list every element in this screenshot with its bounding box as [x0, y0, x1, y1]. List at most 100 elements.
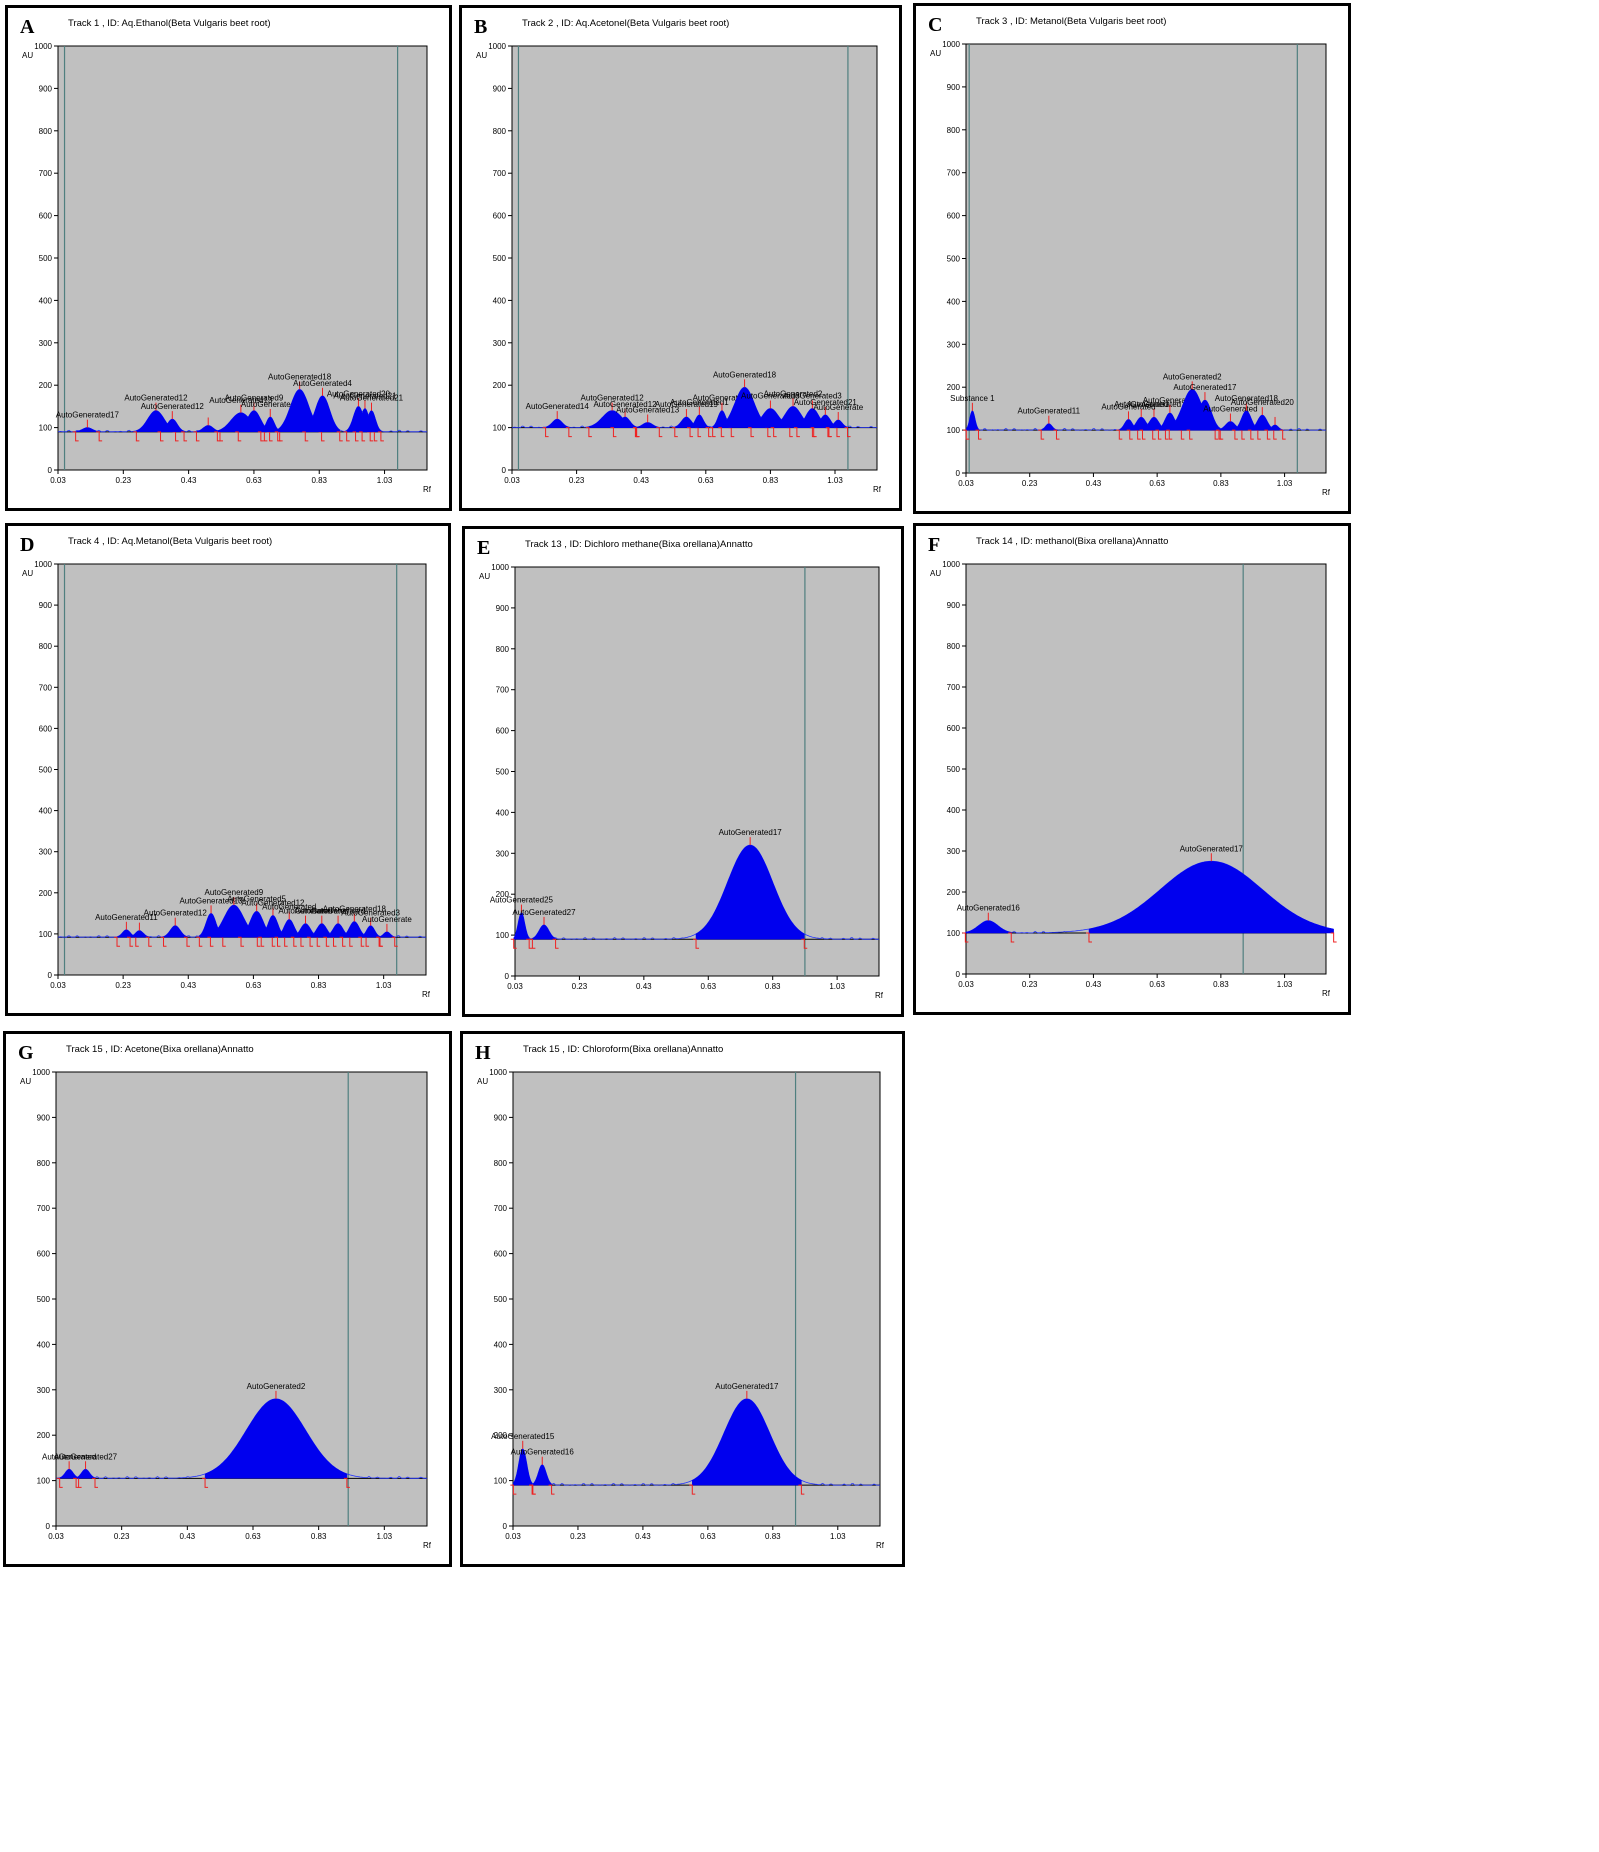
- x-tick-label: 0.03: [50, 476, 66, 485]
- integration-marker: [202, 1477, 209, 1488]
- integration-marker: [529, 938, 536, 949]
- peak-label: AutoGenerated13: [209, 396, 273, 405]
- peak-label: AutoGenerated21: [340, 394, 404, 403]
- panel-title: Track 13 , ID: Dichloro methane(Bixa ore…: [525, 539, 753, 550]
- peak-label: AutoGenerated13: [179, 896, 243, 905]
- integration-marker: [127, 936, 134, 947]
- panel-title: Track 3 , ID: Metanol(Beta Vulgaris beet…: [976, 16, 1167, 27]
- peak-label: Substance 1: [950, 394, 995, 403]
- panel-letter: B: [474, 16, 488, 38]
- y-tick-label: 900: [39, 84, 53, 93]
- y-tick-label: 1000: [942, 560, 960, 569]
- integration-marker: [844, 427, 851, 438]
- y-axis-label: AU: [930, 49, 941, 58]
- integration-marker: [770, 427, 777, 438]
- y-tick-label: 100: [947, 929, 961, 938]
- peak-area: [305, 395, 340, 433]
- x-tick-label: 1.03: [376, 981, 392, 990]
- integration-marker: [548, 1484, 555, 1495]
- peak-area: [695, 844, 805, 940]
- panel-title: Track 4 , ID: Aq.Metanol(Beta Vulgaris b…: [68, 536, 273, 547]
- y-tick-label: 900: [494, 1113, 508, 1122]
- x-tick-label: 0.23: [114, 1532, 130, 1541]
- peak-label: AutoGenerated2: [1163, 372, 1222, 381]
- peak-label: AutoGenerated: [1101, 402, 1155, 411]
- y-tick-label: 700: [947, 169, 961, 178]
- chart-panel-f: F Track 14 , ID: methanol(Bixa orellana)…: [913, 523, 1351, 1015]
- x-tick-label: 0.43: [180, 1532, 196, 1541]
- x-tick-label: 1.03: [829, 982, 845, 991]
- panel-title: Track 15 , ID: Acetone(Bixa orellana)Ann…: [66, 1044, 254, 1055]
- y-tick-label: 400: [494, 1340, 508, 1349]
- y-tick-label: 300: [947, 847, 961, 856]
- y-tick-label: 200: [494, 1431, 508, 1440]
- peak-area: [692, 1398, 802, 1486]
- peak-area: [1267, 424, 1283, 431]
- y-tick-label: 300: [496, 849, 510, 858]
- integration-marker: [1116, 429, 1123, 440]
- y-tick-label: 500: [947, 255, 961, 264]
- integration-marker: [214, 431, 221, 442]
- integration-marker: [510, 1484, 517, 1495]
- peak-label: AutoGenerated17: [56, 411, 120, 420]
- y-tick-label: 500: [39, 766, 53, 775]
- integration-marker: [56, 1477, 63, 1488]
- y-tick-label: 0: [48, 466, 53, 475]
- peak-label: AutoGenerated: [278, 907, 332, 916]
- y-axis-label: AU: [476, 51, 487, 60]
- panel-title: Track 15 , ID: Chloroform(Bixa orellana)…: [523, 1044, 724, 1055]
- x-tick-label: 0.63: [245, 1532, 261, 1541]
- x-axis-label: Rf: [423, 1541, 432, 1550]
- x-tick-label: 0.03: [507, 982, 523, 991]
- peak-area: [204, 1398, 348, 1479]
- peak-label: AutoGenerated21: [333, 392, 397, 401]
- peak-label: AutoGenerated15: [491, 1432, 555, 1441]
- y-tick-label: 300: [494, 1386, 508, 1395]
- x-axis-label: Rf: [422, 990, 431, 999]
- y-tick-label: 200: [496, 890, 510, 899]
- peak-label: AutoGenerated12: [141, 402, 205, 411]
- x-axis-label: Rf: [873, 485, 882, 494]
- y-tick-label: 200: [493, 381, 507, 390]
- peak-label: AutoGenerated17: [719, 828, 783, 837]
- plot-area: [965, 43, 1327, 474]
- x-tick-label: 0.23: [1022, 980, 1038, 989]
- integration-marker: [133, 431, 140, 442]
- x-tick-label: 0.63: [246, 476, 262, 485]
- y-tick-label: 100: [947, 426, 961, 435]
- peak-label: AutoGenerated1: [670, 398, 729, 407]
- integration-marker: [798, 1484, 805, 1495]
- y-axis-label: AU: [22, 51, 33, 60]
- integration-marker: [542, 427, 549, 438]
- peak-label: AutoGenerated12: [124, 394, 188, 403]
- y-tick-label: 0: [502, 466, 507, 475]
- integration-marker: [693, 938, 700, 949]
- x-tick-label: 0.43: [636, 982, 652, 991]
- y-tick-label: 700: [39, 683, 53, 692]
- y-tick-label: 900: [947, 83, 961, 92]
- y-tick-label: 1000: [942, 40, 960, 49]
- chart-panel-a: A Track 1 , ID: Aq.Ethanol(Beta Vulgaris…: [5, 5, 452, 511]
- y-tick-label: 700: [493, 169, 507, 178]
- peak-label: AutoGenerated: [1127, 400, 1181, 409]
- integration-marker: [302, 431, 309, 442]
- integration-marker: [1155, 429, 1162, 440]
- y-tick-label: 900: [493, 84, 507, 93]
- integration-marker: [235, 431, 242, 442]
- integration-marker: [1053, 429, 1060, 440]
- y-tick-label: 400: [39, 807, 53, 816]
- y-tick-label: 600: [947, 724, 961, 733]
- y-tick-label: 500: [496, 768, 510, 777]
- peak-label: AutoGenerated4: [293, 379, 352, 388]
- y-tick-label: 800: [39, 642, 53, 651]
- y-tick-label: 100: [37, 1477, 51, 1486]
- peak-label: AutoGenerated27: [54, 1452, 118, 1461]
- x-tick-label: 0.83: [765, 982, 781, 991]
- peak-label: AutoGenerated17: [715, 1382, 779, 1391]
- peak-label: AutoGenerated: [311, 907, 365, 916]
- x-tick-label: 0.23: [572, 982, 588, 991]
- panel-letter: C: [928, 14, 943, 36]
- integration-marker: [810, 427, 817, 438]
